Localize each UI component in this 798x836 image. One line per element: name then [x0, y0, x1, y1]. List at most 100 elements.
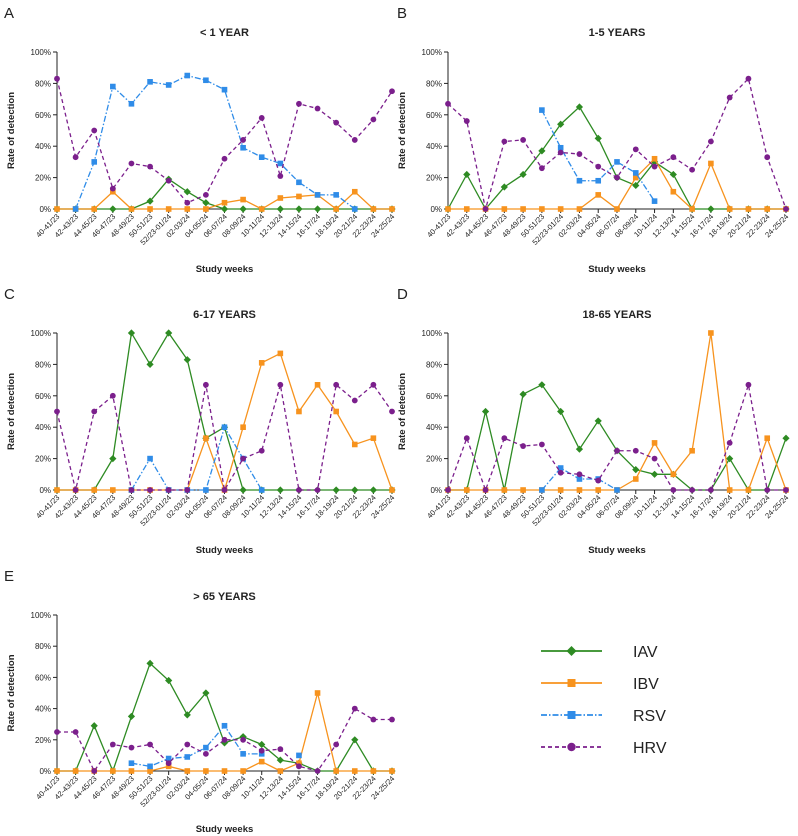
data-point-rsv: [165, 82, 172, 88]
y-axis-label: Rate of detection: [397, 92, 408, 169]
legend-marker: [567, 711, 576, 719]
data-point-iav: [463, 170, 471, 179]
series-iav: [53, 659, 396, 775]
data-point-hrv: [689, 166, 696, 173]
data-point-ibv: [764, 206, 771, 212]
y-tick-label: 80%: [35, 360, 51, 369]
series-rsv: [72, 72, 358, 212]
data-point-ibv: [370, 768, 377, 774]
chart-title: < 1 YEAR: [200, 27, 249, 39]
data-point-ibv: [110, 487, 116, 493]
data-point-hrv: [91, 408, 98, 415]
y-axis-label: Rate of detection: [6, 92, 17, 169]
data-point-iav: [202, 199, 210, 207]
data-point-hrv: [595, 163, 602, 170]
data-point-ibv: [333, 206, 339, 212]
data-point-ibv: [203, 206, 209, 212]
data-point-hrv: [501, 138, 508, 145]
data-point-rsv: [110, 83, 116, 90]
data-point-rsv: [651, 198, 658, 204]
data-point-hrv: [109, 392, 116, 399]
series-line-iav: [57, 662, 392, 773]
data-point-ibv: [539, 206, 545, 212]
panel-letter: E: [4, 568, 14, 585]
data-point-rsv: [614, 487, 620, 493]
data-point-ibv: [203, 435, 209, 441]
y-tick-label: 100%: [31, 611, 51, 620]
data-point-hrv: [389, 88, 395, 95]
y-tick-label: 60%: [35, 673, 51, 682]
data-point-hrv: [221, 736, 228, 743]
y-tick-label: 80%: [426, 360, 442, 369]
data-point-hrv: [165, 760, 172, 767]
data-point-hrv: [277, 746, 284, 753]
data-point-hrv: [651, 163, 658, 170]
data-point-hrv: [72, 487, 79, 493]
data-point-rsv: [351, 206, 358, 212]
data-point-ibv: [54, 206, 60, 212]
data-point-iav: [183, 711, 191, 719]
data-point-hrv: [370, 716, 377, 723]
data-point-hrv: [726, 94, 733, 101]
data-point-hrv: [109, 741, 116, 748]
data-point-rsv: [221, 424, 228, 430]
data-point-iav: [276, 205, 284, 213]
data-point-hrv: [745, 381, 752, 388]
y-tick-label: 60%: [35, 392, 51, 401]
data-point-rsv: [184, 72, 191, 79]
data-point-ibv: [520, 206, 526, 212]
data-point-ibv: [445, 206, 451, 212]
data-point-rsv: [240, 144, 246, 151]
y-axis-label: Rate of detection: [6, 373, 17, 450]
series-iav: [53, 329, 396, 494]
data-point-rsv: [203, 744, 209, 751]
data-point-ibv: [651, 155, 658, 162]
series-line-iav: [447, 105, 786, 211]
data-point-hrv: [745, 75, 752, 82]
data-point-ibv: [54, 487, 60, 493]
data-point-ibv: [632, 174, 639, 181]
data-point-hrv: [314, 487, 321, 493]
series-ibv: [445, 330, 789, 493]
data-point-ibv: [184, 206, 191, 212]
data-point-hrv: [689, 487, 696, 493]
data-point-iav: [165, 329, 173, 337]
data-point-hrv: [165, 177, 172, 184]
data-point-rsv: [595, 177, 602, 184]
y-tick-label: 20%: [35, 736, 51, 745]
series-iav: [444, 381, 790, 494]
data-point-hrv: [165, 487, 172, 493]
data-point-iav: [220, 205, 229, 213]
data-point-ibv: [689, 447, 695, 454]
data-point-iav: [594, 134, 602, 142]
data-point-hrv: [258, 115, 265, 121]
data-point-rsv: [165, 755, 172, 762]
data-point-hrv: [557, 149, 564, 156]
series-line-ibv: [57, 352, 393, 493]
data-point-iav: [258, 740, 266, 749]
data-point-rsv: [240, 751, 246, 757]
data-point-hrv: [370, 116, 377, 123]
data-point-rsv: [203, 487, 209, 493]
data-point-iav: [239, 486, 247, 494]
legend-label: RSV: [633, 708, 666, 725]
data-point-ibv: [351, 768, 358, 774]
data-point-ibv: [165, 763, 172, 770]
data-point-iav: [351, 736, 359, 744]
data-point-ibv: [258, 360, 265, 366]
data-point-ibv: [651, 440, 658, 446]
data-point-hrv: [482, 206, 489, 212]
data-point-hrv: [538, 165, 545, 172]
y-tick-label: 0%: [430, 205, 442, 214]
panel-letter: A: [4, 5, 14, 22]
data-point-hrv: [128, 487, 135, 493]
data-point-hrv: [632, 146, 639, 153]
data-point-rsv: [576, 476, 583, 482]
data-point-hrv: [351, 397, 358, 404]
data-point-hrv: [463, 118, 470, 124]
data-point-hrv: [576, 151, 583, 157]
y-tick-label: 60%: [426, 392, 442, 401]
series-iav: [444, 103, 790, 213]
data-point-ibv: [128, 768, 135, 774]
data-point-hrv: [72, 729, 79, 735]
